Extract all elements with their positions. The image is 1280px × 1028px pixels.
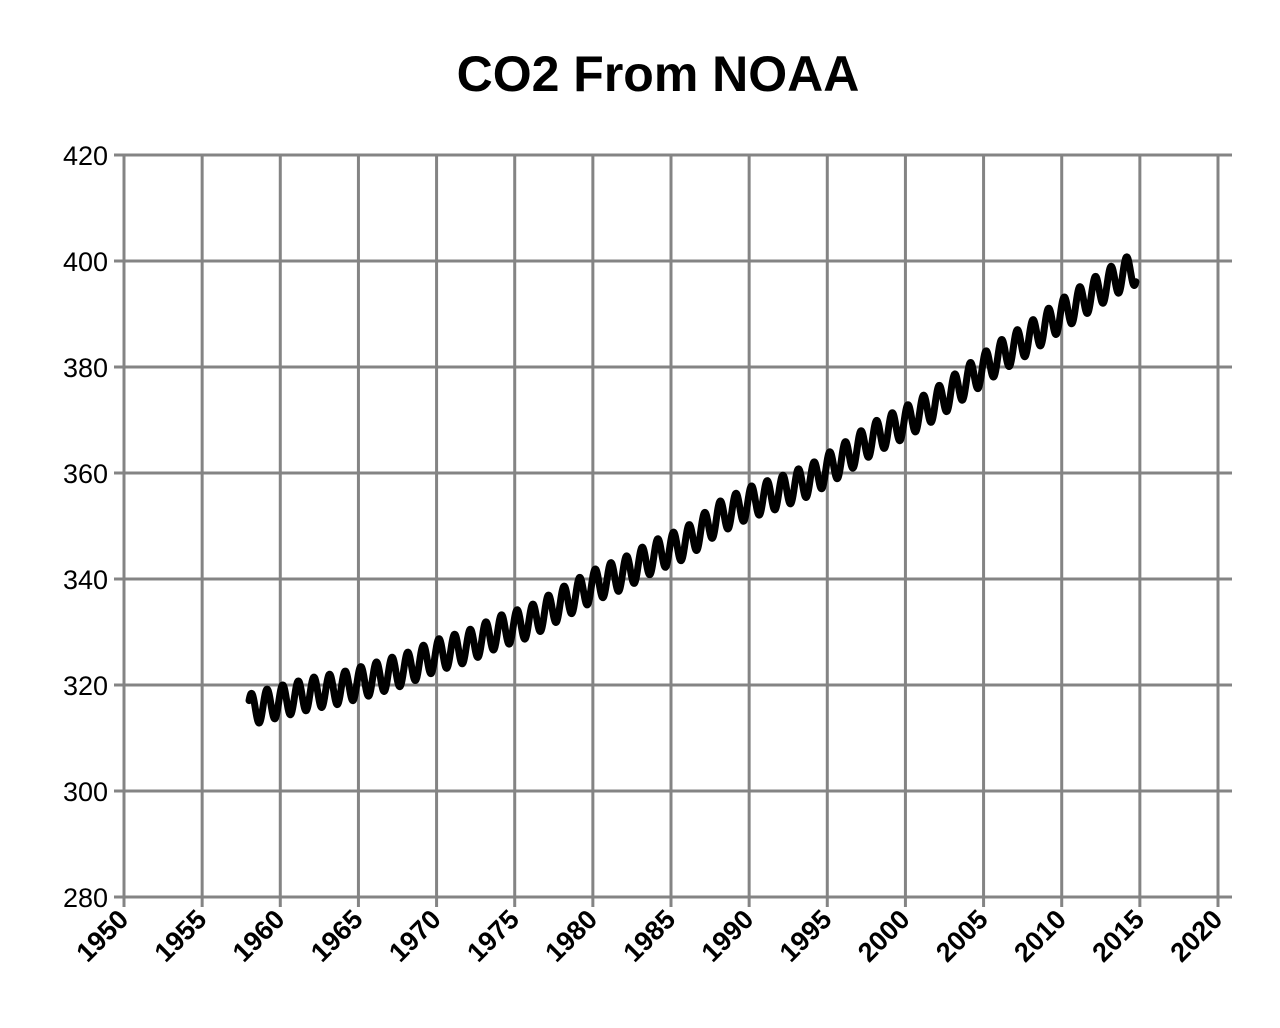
y-tick-label-400: 400 bbox=[63, 247, 108, 277]
x-tick-label-1975: 1975 bbox=[461, 904, 525, 968]
y-tick-label-360: 360 bbox=[63, 459, 108, 489]
y-tick-label-300: 300 bbox=[63, 777, 108, 807]
y-tick-label-420: 420 bbox=[63, 141, 108, 171]
x-tick-label-1965: 1965 bbox=[305, 904, 369, 968]
x-tick-label-1985: 1985 bbox=[618, 904, 682, 968]
x-tick-label-1970: 1970 bbox=[383, 904, 447, 968]
y-tick-label-380: 380 bbox=[63, 353, 108, 383]
x-tick-label-2005: 2005 bbox=[930, 904, 994, 968]
x-tick-label-2020: 2020 bbox=[1165, 904, 1229, 968]
y-tick-label-340: 340 bbox=[63, 565, 108, 595]
x-axis-tick-labels: 1950 1955 1960 1965 1970 1975 1980 1985 1990 1995… bbox=[71, 904, 1229, 968]
x-tick-label-1990: 1990 bbox=[696, 904, 760, 968]
grid-lines bbox=[122, 153, 1232, 899]
x-tick-label-1950: 1950 bbox=[71, 904, 135, 968]
x-tick-label-1980: 1980 bbox=[539, 904, 603, 968]
x-tick-label-2010: 2010 bbox=[1008, 904, 1072, 968]
y-axis-tick-labels: 280 300 320 340 360 380 400 420 bbox=[63, 141, 108, 913]
axes bbox=[114, 153, 1232, 907]
x-tick-label-1960: 1960 bbox=[227, 904, 291, 968]
chart-title: CO2 From NOAA bbox=[457, 46, 860, 102]
co2-series-line-0 bbox=[245, 253, 1140, 727]
co2-series bbox=[245, 253, 1140, 727]
x-tick-label-1955: 1955 bbox=[149, 904, 213, 968]
y-tick-label-280: 280 bbox=[63, 883, 108, 913]
x-tick-label-2015: 2015 bbox=[1086, 904, 1150, 968]
x-tick-label-1995: 1995 bbox=[774, 904, 838, 968]
x-tick-label-2000: 2000 bbox=[852, 904, 916, 968]
y-tick-label-320: 320 bbox=[63, 671, 108, 701]
